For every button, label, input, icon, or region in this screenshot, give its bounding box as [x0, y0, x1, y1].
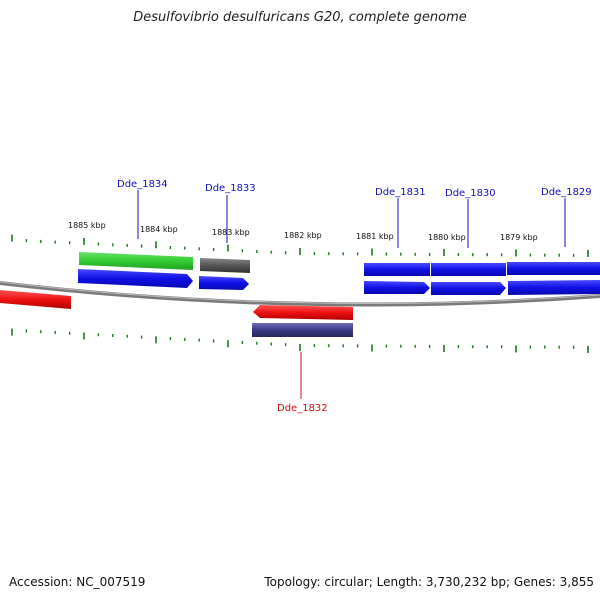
scale-ticks-bottom: [11, 328, 589, 353]
feature-purple-1832[interactable]: [252, 323, 353, 337]
scale-label: 1884 kbp: [140, 225, 178, 234]
cds-arrow-1829[interactable]: [508, 280, 600, 295]
scale-label: 1879 kbp: [500, 233, 538, 242]
cds-arrow-1830[interactable]: [431, 282, 506, 295]
scale-label: 1883 kbp: [212, 228, 250, 237]
map-title: Desulfovibrio desulfuricans G20, complet…: [133, 10, 467, 25]
cds-arrow-1831[interactable]: [364, 281, 430, 294]
gene-label-1830[interactable]: Dde_1830: [445, 188, 496, 199]
gene-label-1829[interactable]: Dde_1829: [541, 187, 592, 198]
cds-arrow-1833[interactable]: [199, 276, 249, 290]
feature-red-left[interactable]: [0, 290, 71, 309]
scale-ticks-top: [11, 234, 589, 257]
feature-green[interactable]: [79, 252, 193, 270]
scale-label: 1881 kbp: [356, 232, 394, 241]
gene-label-1831[interactable]: Dde_1831: [375, 187, 426, 198]
feature-cds-1829[interactable]: [507, 262, 600, 275]
genome-backbone: [0, 281, 600, 307]
gene-label-1832[interactable]: Dde_1832: [277, 403, 328, 414]
cds-arrow-1832[interactable]: [253, 305, 353, 320]
cds-arrow-1834[interactable]: [78, 269, 193, 288]
scale-label: 1885 kbp: [68, 221, 106, 230]
accession-text: Accession: NC_007519: [9, 575, 146, 589]
feature-grey[interactable]: [200, 258, 250, 273]
gene-label-1833[interactable]: Dde_1833: [205, 183, 256, 194]
gene-label-1834[interactable]: Dde_1834: [117, 179, 168, 190]
genome-summary-text: Topology: circular; Length: 3,730,232 bp…: [264, 575, 594, 589]
scale-label: 1880 kbp: [428, 233, 466, 242]
genome-backbone-highlight: [0, 281, 600, 304]
feature-cds-1830[interactable]: [431, 263, 506, 276]
feature-cds-1831[interactable]: [364, 263, 430, 276]
scale-label: 1882 kbp: [284, 231, 322, 240]
